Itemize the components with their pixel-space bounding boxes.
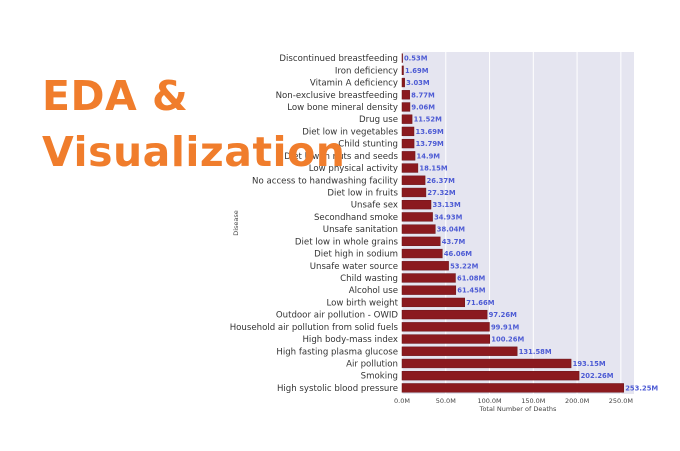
value-label: 1.69M (405, 67, 429, 75)
category-label: High fasting plasma glucose (276, 347, 398, 357)
x-tick-label: 250.0M (609, 397, 633, 405)
x-tick-label: 200.0M (565, 397, 589, 405)
bar (401, 285, 457, 295)
bar (401, 383, 624, 393)
bar (401, 114, 413, 124)
value-label: 46.06M (444, 250, 472, 258)
x-axis-title: Total Number of Deaths (479, 405, 557, 413)
category-labels: Discontinued breastfeeding Iron deficienc… (230, 54, 399, 394)
category-label: Alcohol use (349, 286, 398, 296)
y-axis-title: Disease (232, 210, 240, 236)
category-label: No access to handwashing facility (252, 176, 398, 186)
bar (401, 297, 465, 308)
category-label: Low physical activity (309, 164, 398, 174)
value-label: 18.15M (419, 165, 447, 173)
category-label: Smoking (361, 372, 398, 382)
category-label: Non-exclusive breastfeeding (276, 91, 398, 101)
bar (401, 212, 433, 222)
bar (401, 138, 415, 149)
value-label: 43.7M (442, 238, 466, 246)
bar (401, 358, 572, 369)
value-label: 34.93M (434, 213, 462, 221)
category-label: Low bone mineral density (287, 103, 398, 113)
bar (401, 53, 403, 63)
value-label: 11.52M (414, 116, 442, 124)
category-label: Drug use (359, 115, 398, 125)
bar (401, 200, 432, 210)
value-label: 97.26M (489, 311, 517, 319)
value-label: 33.13M (433, 201, 461, 209)
category-label: Unsafe sex (351, 201, 398, 211)
bar (401, 261, 449, 271)
value-label: 9.06M (411, 103, 435, 111)
value-label: 100.26M (491, 336, 524, 344)
category-label: Discontinued breastfeeding (279, 54, 398, 64)
bar (401, 322, 490, 332)
x-tick-label: 100.0M (477, 397, 501, 405)
bar (401, 187, 427, 198)
category-label: Unsafe sanitation (323, 225, 398, 235)
category-label: High systolic blood pressure (277, 384, 398, 394)
value-label: 61.08M (457, 274, 485, 282)
value-label: 0.53M (404, 55, 428, 63)
category-label: Secondhand smoke (314, 213, 398, 223)
value-label: 131.58M (519, 348, 552, 356)
value-labels: 0.53M 1.69M 3.03M 8.77M 9.06M 11.52M 13.69M 13.… (404, 55, 658, 393)
value-label: 27.32M (427, 189, 455, 197)
category-label: Diet low in fruits (327, 188, 398, 198)
category-label: Diet low in vegetables (302, 127, 398, 137)
bar (401, 346, 518, 356)
x-tick-label: 0.0M (394, 397, 410, 405)
bar (401, 175, 426, 185)
bar (401, 248, 443, 259)
value-label: 99.91M (491, 323, 519, 331)
category-label: Household air pollution from solid fuels (230, 323, 399, 333)
category-label: Air pollution (346, 359, 398, 369)
bar (401, 65, 404, 75)
value-label: 71.66M (466, 299, 494, 307)
bar (401, 77, 405, 88)
category-label: Child wasting (340, 274, 398, 284)
category-label: Low birth weight (326, 298, 398, 308)
value-label: 61.45M (457, 287, 485, 295)
bar (401, 371, 580, 381)
value-label: 53.22M (450, 262, 478, 270)
bar (401, 163, 419, 173)
value-label: 14.9M (417, 152, 441, 160)
value-label: 13.79M (416, 140, 444, 148)
bar (401, 273, 456, 283)
x-tick-labels: 0.0M 50.0M 100.0M 150.0M 200.0M 250.0M (394, 397, 633, 405)
x-tick-label: 50.0M (436, 397, 456, 405)
bar (401, 90, 410, 100)
category-label: High body-mass index (302, 335, 398, 345)
bar (401, 236, 441, 246)
bar (401, 334, 491, 344)
category-label: Unsafe water source (310, 262, 398, 272)
bars (401, 53, 624, 393)
value-label: 193.15M (573, 360, 606, 368)
bar (401, 102, 411, 112)
category-label: Vitamin A deficiency (310, 79, 398, 89)
bar (401, 224, 436, 234)
value-label: 202.26M (581, 372, 614, 380)
category-label: Diet high in sodium (314, 250, 398, 260)
bar (401, 151, 416, 161)
value-label: 26.37M (427, 177, 455, 185)
value-label: 13.69M (415, 128, 443, 136)
value-label: 38.04M (437, 226, 465, 234)
x-tick-label: 150.0M (521, 397, 545, 405)
category-label: Diet low in nuts and seeds (284, 152, 398, 162)
value-label: 3.03M (406, 79, 430, 87)
value-label: 253.25M (625, 384, 658, 392)
category-label: Child stunting (338, 140, 398, 150)
bar (401, 309, 488, 320)
category-label: Outdoor air pollution - OWID (276, 311, 398, 321)
value-label: 8.77M (411, 91, 435, 99)
bar (401, 126, 415, 137)
category-label: Iron deficiency (335, 66, 398, 76)
category-label: Diet low in whole grains (295, 237, 399, 247)
